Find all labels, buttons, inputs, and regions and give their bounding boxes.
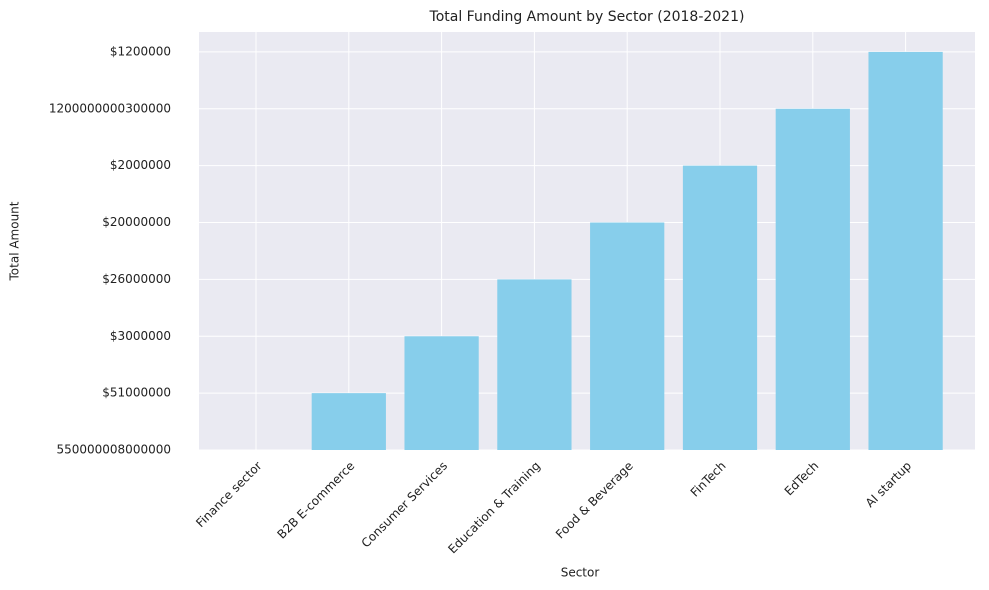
y-tick-label: $3000000 (110, 329, 171, 343)
bar (590, 222, 665, 450)
bar (868, 51, 943, 451)
bar (497, 279, 572, 450)
plot-area (199, 32, 975, 450)
y-tick-label: 550000008000000 (56, 443, 171, 457)
y-tick-label: $2000000 (110, 158, 171, 172)
y-tick-label: $26000000 (102, 272, 171, 286)
y-axis-label: Total Amount (8, 201, 22, 281)
y-tick-label: 1200000000300000 (49, 101, 171, 115)
chart-title: Total Funding Amount by Sector (2018-202… (429, 9, 745, 25)
x-tick-label: EdTech (782, 459, 822, 499)
x-tick-label: Education & Training (445, 459, 543, 557)
y-tick-label: $51000000 (102, 386, 171, 400)
x-tick-label: Finance sector (193, 459, 264, 530)
x-tick-label: B2B E-commerce (275, 459, 358, 542)
x-tick-label: Consumer Services (359, 459, 451, 551)
y-tick-label: $20000000 (102, 215, 171, 229)
bar (311, 393, 386, 450)
y-tick-label: $1200000 (110, 44, 171, 58)
bar (404, 336, 479, 450)
x-axis-label: Sector (561, 566, 600, 580)
bar (682, 165, 758, 451)
x-tick-label: Food & Beverage (553, 459, 636, 542)
x-tick-label: AI startup (863, 459, 914, 510)
x-tick-label: FinTech (688, 459, 729, 500)
bar (775, 108, 850, 450)
